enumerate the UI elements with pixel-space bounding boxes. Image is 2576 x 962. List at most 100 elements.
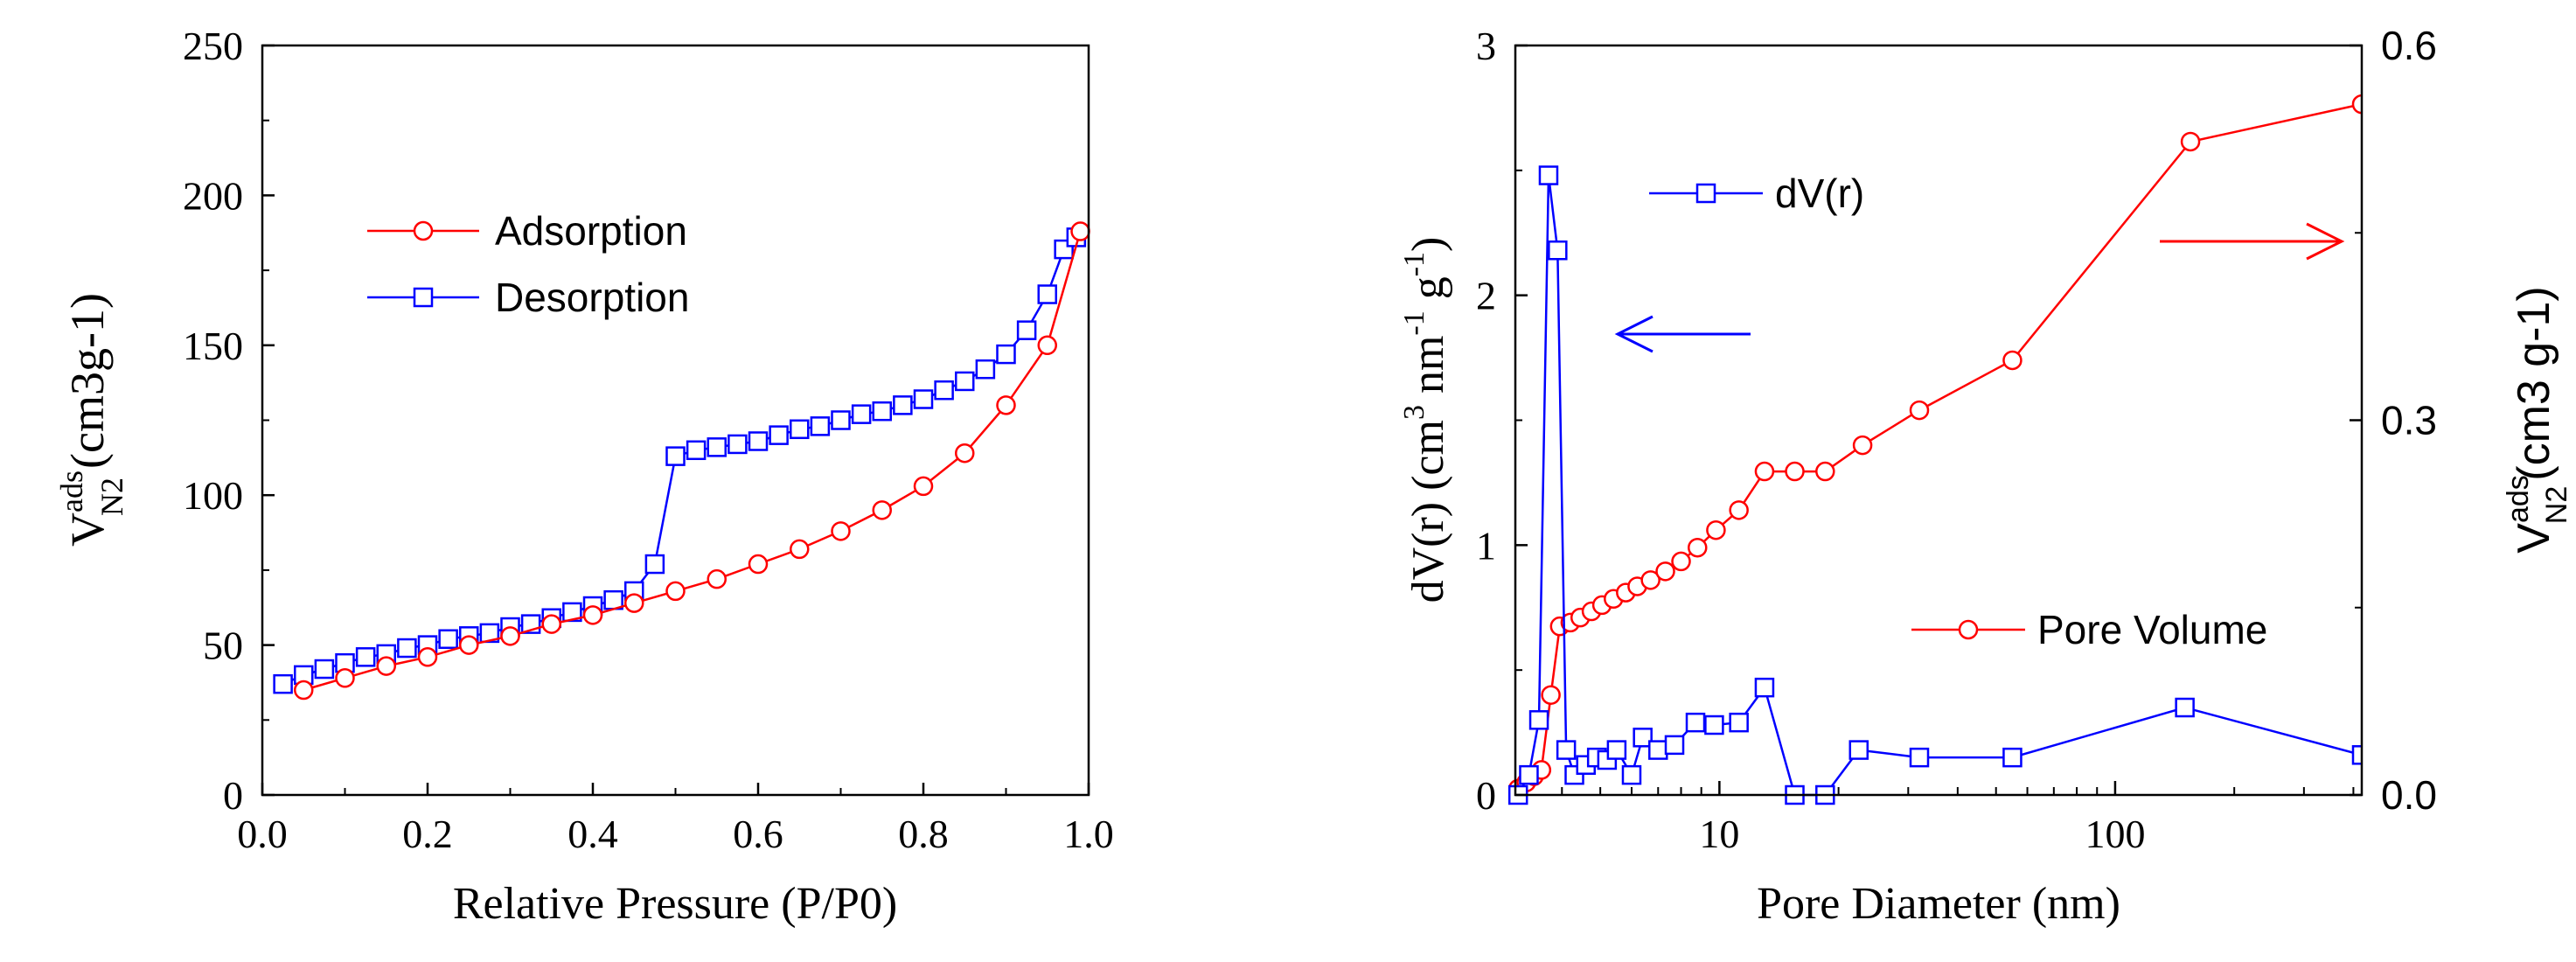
desorption-point xyxy=(438,629,458,649)
desorption-point xyxy=(872,401,892,422)
dvr-point xyxy=(1729,712,1749,733)
desorption-point xyxy=(769,425,789,445)
dvr-point xyxy=(1528,710,1549,730)
desorption-point xyxy=(810,416,831,436)
adsorption-point xyxy=(582,605,603,625)
adsorption-point xyxy=(624,593,644,613)
legend-desorption-label: Desorption xyxy=(495,275,689,320)
left-axis-arrow xyxy=(1614,315,1751,353)
desorption-point xyxy=(397,638,417,659)
adsorption-point xyxy=(417,647,438,667)
adsorption-point xyxy=(831,521,851,541)
desorption-point xyxy=(728,434,748,455)
pore-volume-point xyxy=(1815,461,1835,482)
isotherm-ticks: 0.0 0.2 0.4 0.6 0.8 1.0 0 50 100 150 200 250 xyxy=(183,24,1114,856)
pore-volume-point xyxy=(1729,500,1749,520)
pore-volume-point xyxy=(2002,350,2023,371)
legend-pore-volume-marker xyxy=(1958,619,1979,640)
pore-volume-point xyxy=(1706,519,1726,540)
legend-adsorption-label: Adsorption xyxy=(495,208,687,254)
adsorption-point xyxy=(294,680,314,701)
y-tick-label: 100 xyxy=(183,473,243,518)
x-tick-label: 10 xyxy=(1699,812,1739,856)
desorption-point xyxy=(851,404,872,424)
right-y-tick-label: 0.3 xyxy=(2381,398,2437,443)
dvr-point xyxy=(2175,697,2195,718)
left-y-tick-label: 2 xyxy=(1476,274,1496,318)
left-y-tick-label: 0 xyxy=(1476,773,1496,818)
desorption-point xyxy=(273,673,293,694)
isotherm-chart: 0.0 0.2 0.4 0.6 0.8 1.0 0 50 100 150 200 250 Adsorp… xyxy=(54,24,1114,929)
x-tick-label: 0.4 xyxy=(567,812,618,856)
desorption-point xyxy=(686,440,707,461)
adsorption-point xyxy=(955,443,975,464)
adsorption-point xyxy=(541,614,561,634)
dvr-point xyxy=(1556,740,1577,760)
dvr-point xyxy=(1909,747,1930,768)
adsorption-point xyxy=(1037,335,1057,356)
dvr-line xyxy=(1517,175,2362,797)
desorption-point xyxy=(1037,284,1057,304)
x-tick-label: 100 xyxy=(2085,812,2145,856)
adsorption-point xyxy=(376,656,396,676)
adsorption-point xyxy=(872,500,892,520)
isotherm-y-axis-label: Vads N2(cm3g-1) xyxy=(54,293,129,547)
desorption-point xyxy=(831,410,851,430)
desorption-point xyxy=(975,359,996,380)
adsorption-point xyxy=(996,395,1016,415)
desorption-point xyxy=(562,602,582,623)
pore-plot-frame xyxy=(1514,44,2364,797)
adsorption-point xyxy=(500,626,520,646)
isotherm-plot-frame xyxy=(261,44,1090,797)
desorption-point xyxy=(996,344,1016,365)
pore-x-axis-label: Pore Diameter (nm) xyxy=(1757,879,2120,929)
dvr-point xyxy=(2002,747,2023,768)
desorption-point xyxy=(355,647,376,667)
y-tick-label: 0 xyxy=(223,773,243,818)
isotherm-legend: Adsorption Desorption xyxy=(367,208,689,320)
dvr-point xyxy=(1754,677,1775,698)
isotherm-x-axis-label: Relative Pressure (P/P0) xyxy=(453,879,897,929)
pore-volume-point xyxy=(1688,537,1708,558)
right-y-tick-label: 0.6 xyxy=(2381,23,2437,68)
adsorption-point xyxy=(459,635,479,655)
pore-volume-point xyxy=(2351,94,2362,115)
pore-legend: dV(r) Pore Volume xyxy=(1649,171,2267,652)
legend-desorption-marker xyxy=(413,287,434,308)
left-y-tick-label: 3 xyxy=(1476,24,1496,68)
pore-right-y-axis-label: Vads N2(cm3 g-1) xyxy=(2502,286,2573,553)
pore-ticks: 10 100 0 1 2 3 0.0 0.3 0.6 xyxy=(1476,23,2437,856)
desorption-point xyxy=(913,389,934,409)
pore-left-y-axis-label: dV(r) (cm3 nm-1 g-1) xyxy=(1398,237,1453,603)
adsorption-point xyxy=(335,668,355,688)
pore-volume-point xyxy=(1909,400,1930,421)
dvr-point xyxy=(1648,740,1668,760)
y-tick-label: 200 xyxy=(183,173,243,218)
y-tick-label: 150 xyxy=(183,324,243,368)
dvr-point xyxy=(1664,735,1685,756)
pore-series-layer xyxy=(1507,94,2362,805)
desorption-point xyxy=(790,419,810,440)
dvr-point xyxy=(1848,740,1869,760)
desorption-point xyxy=(665,446,686,466)
legend-pore-volume-label: Pore Volume xyxy=(2037,607,2267,652)
dvr-point xyxy=(2351,745,2362,765)
pore-volume-line xyxy=(1517,102,2362,790)
pore-distribution-chart: 10 100 0 1 2 3 0.0 0.3 0.6 dV(r) Pore Volume Por… xyxy=(1398,23,2573,929)
x-tick-label: 1.0 xyxy=(1063,812,1114,856)
right-y-tick-label: 0.0 xyxy=(2381,772,2437,818)
desorption-point xyxy=(893,395,913,415)
desorption-point xyxy=(955,371,975,392)
right-axis-arrow xyxy=(2160,222,2345,261)
desorption-point xyxy=(314,659,335,680)
adsorption-point xyxy=(913,476,934,497)
x-tick-label: 0.0 xyxy=(237,812,288,856)
adsorption-point xyxy=(748,554,769,575)
x-tick-label: 0.2 xyxy=(402,812,453,856)
y-tick-label: 50 xyxy=(203,624,243,668)
desorption-point xyxy=(1016,320,1037,340)
pore-volume-point xyxy=(1655,561,1675,582)
dvr-point xyxy=(1519,764,1539,785)
pore-volume-point xyxy=(2180,131,2201,152)
